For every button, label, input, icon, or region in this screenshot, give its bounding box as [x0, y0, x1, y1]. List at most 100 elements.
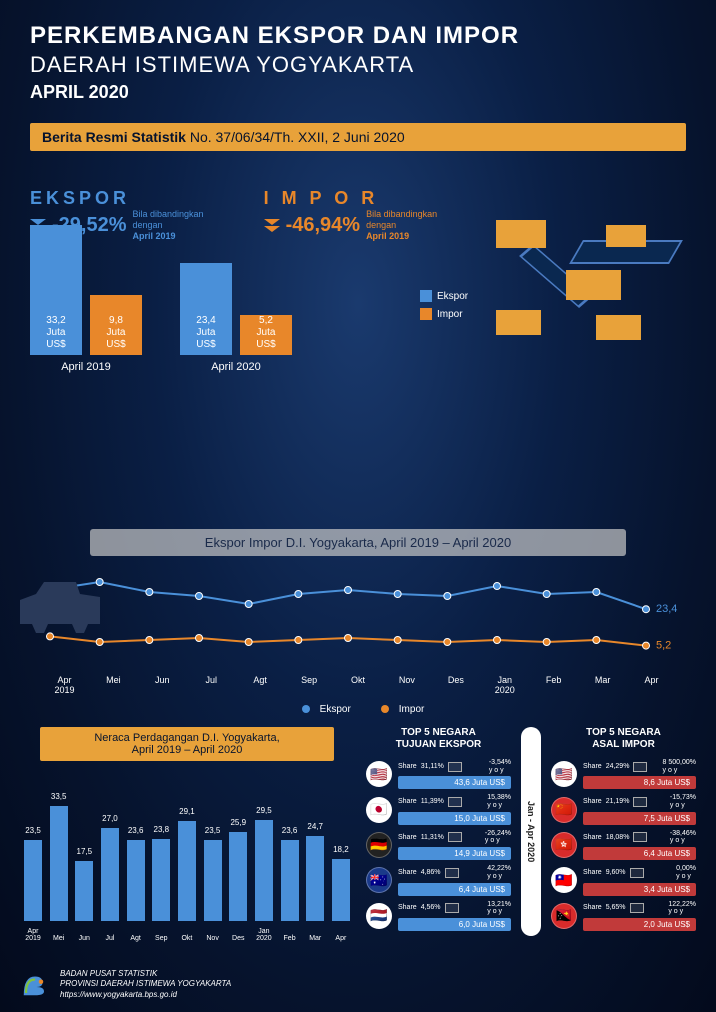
neraca-bar: 17,5 Jun: [75, 861, 93, 921]
bar-value: 9,8JutaUS$: [104, 311, 127, 355]
neraca-value: 23,6: [128, 826, 144, 835]
flag-icon: 🇺🇸: [366, 761, 392, 787]
neraca-label: Sep: [155, 935, 167, 943]
value-pill: 8,6 Juta US$: [583, 776, 696, 789]
country-row: 🇩🇪 Share 11,31% -26,24%y o y 14,9 Juta U…: [366, 830, 511, 860]
country-row: 🇦🇺 Share 4,86% 42,22%y o y 6,4 Juta US$: [366, 865, 511, 895]
neraca-label: Apr2019: [25, 928, 41, 943]
top-ekspor-col: TOP 5 NEGARATUJUAN EKSPOR 🇺🇸 Share 31,11…: [366, 727, 511, 936]
x-label: Jun: [138, 675, 187, 695]
neraca-bar: 24,7 Mar: [306, 836, 324, 921]
neraca-bar: 23,6 Agt: [127, 840, 145, 921]
yoy-value: 122,22%y o y: [668, 901, 696, 916]
top-ekspor-title: TOP 5 NEGARATUJUAN EKSPOR: [366, 727, 511, 751]
neraca-bar: 23,5 Apr2019: [24, 840, 42, 921]
neraca-chart: 23,5 Apr2019 33,5 Mei 17,5 Jun 27,0 Jul …: [20, 771, 354, 921]
flag-icon: 🇹🇼: [551, 867, 577, 893]
bar: 5,2JutaUS$: [240, 315, 292, 355]
stat-ekspor-label: EKSPOR: [30, 188, 204, 209]
neraca-value: 33,5: [51, 792, 67, 801]
neraca-bar: 33,5 Mei: [50, 806, 68, 921]
share-label: Share: [398, 869, 417, 877]
trend-up-icon: [633, 762, 647, 772]
neraca-label: Okt: [181, 935, 192, 943]
share-label: Share: [398, 904, 417, 912]
trend-up-icon: [445, 903, 459, 913]
footer-url: https://www.yogyakarta.bps.go.id: [60, 990, 231, 1000]
stat-impor: I M P O R -46,94% Bila dibandingkandenga…: [264, 188, 438, 241]
neraca-bar: 27,0 Jul: [101, 828, 119, 921]
trend-up-icon: [445, 868, 459, 878]
neraca-panel: Neraca Perdagangan D.I. Yogyakarta,April…: [20, 727, 354, 936]
svg-text:23,4: 23,4: [656, 603, 677, 615]
neraca-bar: 18,2 Apr: [332, 859, 350, 921]
bps-logo-icon: [20, 969, 50, 999]
yoy-value: -15,73%y o y: [670, 794, 696, 809]
value-pill: 15,0 Juta US$: [398, 812, 511, 825]
neraca-label: Mar: [309, 935, 321, 943]
share-value: 18,08%: [606, 834, 630, 842]
line-chart-section: Ekspor Impor D.I. Yogyakarta, April 2019…: [0, 529, 716, 715]
legend-item: Impor: [371, 704, 425, 715]
share-value: 4,56%: [421, 904, 441, 912]
bar: 33,2JutaUS$: [30, 225, 82, 355]
neraca-label: Jun: [79, 935, 90, 943]
neraca-bar: 23,8 Sep: [152, 839, 170, 921]
share-value: 31,11%: [421, 763, 444, 771]
x-label: Sep: [285, 675, 334, 695]
warehouse-illustration: [456, 210, 686, 360]
bar-value: 33,2JutaUS$: [44, 311, 67, 355]
yoy-value: 15,38%y o y: [487, 794, 511, 809]
stat-headers: EKSPOR -29,52% Bila dibandingkandenganAp…: [30, 188, 437, 241]
yoy-value: 0,00%y o y: [676, 865, 696, 880]
yoy-value: -26,24%y o y: [485, 830, 511, 845]
x-label: Apr: [627, 675, 676, 695]
x-label: Agt: [236, 675, 285, 695]
flag-icon: 🇳🇱: [366, 903, 392, 929]
neraca-title: Neraca Perdagangan D.I. Yogyakarta,April…: [40, 727, 334, 761]
share-value: 4,86%: [421, 869, 441, 877]
share-value: 11,31%: [421, 834, 444, 842]
trend-down-icon: [448, 762, 462, 772]
x-label: Des: [431, 675, 480, 695]
flag-icon: 🇭🇰: [551, 832, 577, 858]
value-pill: 2,0 Juta US$: [583, 918, 696, 931]
header: PERKEMBANGAN EKSPOR DAN IMPOR DAERAH IST…: [0, 0, 716, 113]
neraca-value: 27,0: [102, 814, 118, 823]
neraca-label: Des: [232, 935, 244, 943]
news-banner: Berita Resmi Statistik No. 37/06/34/Th. …: [30, 123, 686, 151]
share-label: Share: [583, 763, 602, 771]
share-value: 5,65%: [606, 904, 626, 912]
country-row: 🇯🇵 Share 11,39% 15,38%y o y 15,0 Juta US…: [366, 794, 511, 824]
neraca-label: Mei: [53, 935, 64, 943]
trend-up-icon: [448, 797, 462, 807]
flag-icon: 🇩🇪: [366, 832, 392, 858]
share-value: 21,19%: [606, 798, 630, 806]
country-row: 🇵🇬 Share 5,65% 122,22%y o y 2,0 Juta US$: [551, 901, 696, 931]
country-row: 🇨🇳 Share 21,19% -15,73%y o y 7,5 Juta US…: [551, 794, 696, 824]
country-row: 🇳🇱 Share 4,56% 13,21%y o y 6,0 Juta US$: [366, 901, 511, 931]
neraca-label: Jan2020: [256, 928, 272, 943]
bar-group: 33,2JutaUS$9,8JutaUS$April 2019: [30, 225, 142, 373]
x-label: Jan2020: [480, 675, 529, 695]
stat-ekspor-note: Bila dibandingkandenganApril 2019: [133, 209, 204, 241]
share-value: 11,39%: [421, 798, 444, 806]
neraca-bar: 25,9 Des: [229, 832, 247, 921]
top-impor-title: TOP 5 NEGARAASAL IMPOR: [551, 727, 696, 751]
share-label: Share: [398, 834, 417, 842]
neraca-value: 29,5: [256, 806, 272, 815]
bar-group-label: April 2020: [180, 361, 292, 373]
flag-icon: 🇯🇵: [366, 797, 392, 823]
title-sub: DAERAH ISTIMEWA YOGYAKARTA: [30, 52, 686, 78]
neraca-label: Jul: [105, 935, 114, 943]
line-x-labels: Apr2019MeiJunJulAgtSepOktNovDesJan2020Fe…: [30, 675, 686, 695]
neraca-label: Nov: [206, 935, 218, 943]
neraca-bar: 23,6 Feb: [281, 840, 299, 921]
neraca-label: Agt: [130, 935, 141, 943]
banner-rest: No. 37/06/34/Th. XXII, 2 Juni 2020: [186, 129, 405, 145]
flag-icon: 🇦🇺: [366, 867, 392, 893]
neraca-bar: 23,5 Nov: [204, 840, 222, 921]
country-row: 🇹🇼 Share 9,60% 0,00%y o y 3,4 Juta US$: [551, 865, 696, 895]
value-pill: 6,4 Juta US$: [583, 847, 696, 860]
legend-item: Ekspor: [292, 704, 351, 715]
